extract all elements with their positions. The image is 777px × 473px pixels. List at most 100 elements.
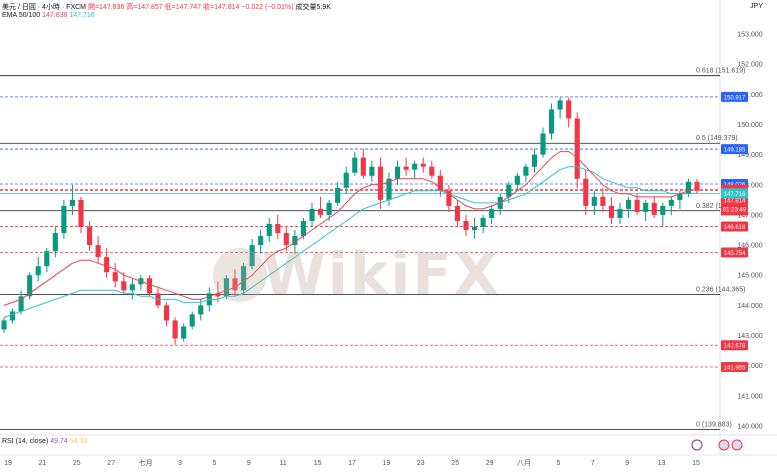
candle-body [506, 184, 512, 197]
candle-body [172, 320, 178, 339]
candle-body [463, 220, 469, 231]
candle-body [258, 236, 264, 246]
y-tick-label: 143.000 [737, 333, 762, 340]
price-tag-label: 145.754 [724, 251, 746, 257]
candle-body [104, 257, 110, 273]
x-tick-label: 19 [383, 460, 391, 467]
ema100-line [3, 166, 698, 318]
candle-body [9, 311, 16, 321]
price-tag [721, 340, 748, 351]
ema50-line [3, 151, 698, 306]
x-tick-label: 13 [658, 460, 666, 467]
x-tick-label: 29 [486, 460, 494, 467]
fib-level-label: 0.5 (149.379) [696, 135, 738, 142]
candle-body [591, 196, 597, 206]
open-value: 開=147.836 [87, 4, 125, 11]
candle-body [112, 272, 118, 282]
volume-value: 成交量5.9K [295, 4, 331, 11]
candle-body [335, 187, 341, 203]
x-tick-label: 23 [417, 460, 425, 467]
candle-body [18, 296, 24, 312]
x-tick-label: 15 [692, 460, 700, 467]
candle-body [369, 166, 375, 176]
candle-body [583, 178, 589, 206]
candle-body [677, 193, 683, 200]
candle-body [326, 202, 332, 215]
x-tick-label: 七月 [139, 458, 153, 467]
candle-body [651, 202, 657, 215]
watermark-text: WikiFX [262, 240, 501, 308]
price-tag-label: 146.618 [724, 225, 746, 231]
ema50-value: 147.838 [42, 12, 68, 19]
price-tag-countdown: 01:23:49 [723, 207, 747, 213]
x-tick-label: 25 [451, 460, 459, 467]
y-tick-label: 147.000 [737, 212, 762, 219]
candle-body [61, 205, 67, 234]
candle-body [574, 118, 580, 179]
rsi-label: RSI (14, close) [2, 438, 49, 445]
y-tick-label: 140.000 [737, 423, 762, 430]
candle-body [121, 281, 127, 291]
price-tag [721, 362, 748, 373]
x-tick-label: 9 [625, 460, 629, 467]
price-tag [721, 247, 748, 258]
rsi-value: 49.74 [50, 438, 68, 445]
candle-body [309, 208, 315, 221]
candle-body [292, 236, 298, 246]
candle-body [685, 181, 692, 194]
candle-body [540, 133, 546, 155]
y-tick-label: 150.000 [737, 122, 762, 129]
ema100-value: 147.716 [69, 12, 95, 19]
candle-body [283, 233, 289, 246]
candle-body [52, 233, 58, 252]
candle-body [437, 175, 443, 191]
price-tag [721, 144, 748, 155]
high-value: 高=147.857 [126, 4, 163, 11]
x-tick-label: 7 [591, 460, 595, 467]
price-tag-extra [721, 195, 748, 216]
candle-body [86, 227, 93, 246]
price-tag-label: 147.716 [724, 192, 746, 198]
price-tag-label: 142.678 [724, 344, 746, 350]
symbol-label: 美元 / 日圓 · 4小時 · FXCM [2, 4, 86, 11]
candle-body [694, 181, 700, 191]
legend-ema: EMA 50/100 147.838 147.716 [2, 12, 95, 19]
candle-body [625, 199, 632, 209]
candle-body [249, 245, 255, 267]
candle-body [223, 278, 230, 297]
candle-body [600, 196, 606, 206]
candle-body [266, 223, 272, 237]
y-tick-label: 153.000 [737, 32, 762, 39]
x-tick-label: 27 [107, 460, 115, 467]
rsi-ma-value: 54.33 [69, 438, 88, 445]
candle-body [566, 100, 572, 119]
candle-body [531, 154, 538, 167]
candle-body [189, 314, 195, 327]
candle-body [412, 163, 418, 170]
candle-body [660, 205, 666, 215]
candle-body [480, 217, 486, 227]
x-tick-label: 11 [280, 460, 287, 467]
y-tick-label: 141.000 [737, 393, 762, 400]
candle-body [548, 109, 555, 134]
x-tick-label: 15 [314, 460, 322, 467]
ema-label: EMA 50/100 [2, 12, 41, 19]
close-value: 收=147.814 [203, 4, 240, 11]
candle-body [69, 199, 76, 206]
y-tick-label: 145.000 [737, 273, 762, 280]
legend-rsi: RSI (14, close) 49.74 54.33 [2, 438, 87, 445]
candle-body [403, 166, 409, 170]
candle-body [198, 305, 204, 315]
event-icon [691, 439, 703, 451]
price-tag-label: 149.185 [724, 148, 746, 154]
candle-body [129, 284, 135, 291]
candle-body [95, 245, 101, 258]
candle-body [300, 220, 307, 237]
candle-body [35, 266, 41, 276]
us-flag-icon [718, 439, 730, 451]
x-tick-label: 5 [556, 460, 560, 467]
candle-body [420, 163, 426, 167]
candle-body [240, 266, 247, 291]
